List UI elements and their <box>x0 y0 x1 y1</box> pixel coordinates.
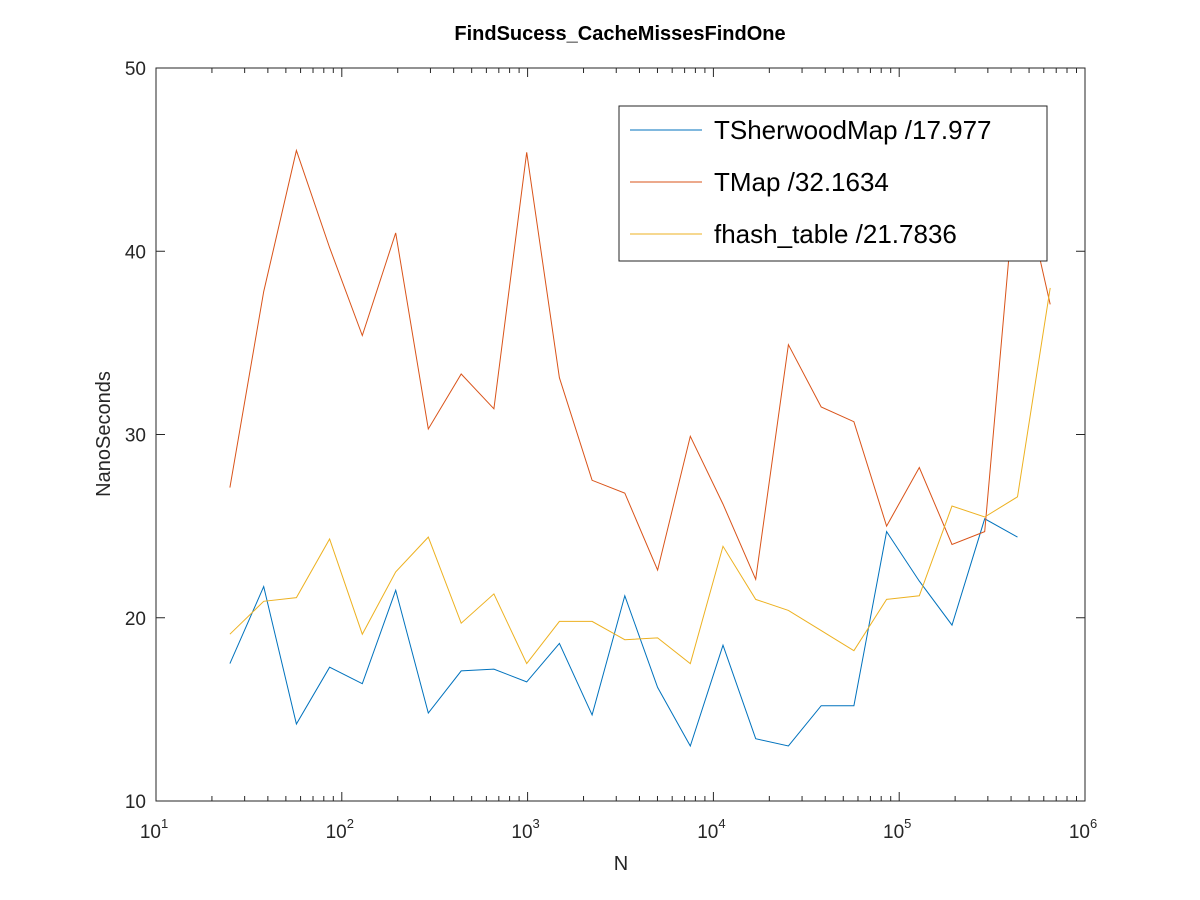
chart-title: FindSucess_CacheMissesFindOne <box>454 23 785 45</box>
legend-label: fhash_table /21.7836 <box>714 219 957 249</box>
y-tick-label: 40 <box>125 242 146 263</box>
x-tick-label: 103 <box>511 816 539 843</box>
y-tick-label: 30 <box>125 426 146 447</box>
legend-label: TMap /32.1634 <box>714 167 889 197</box>
axis-ticks: 10 20 30 40 50 101 102 103 104 105 106 <box>125 59 1097 843</box>
series-lines <box>229 148 1051 748</box>
y-tick-label: 20 <box>125 609 146 630</box>
x-axis-label: N <box>614 853 628 875</box>
x-tick-label: 106 <box>1069 816 1097 843</box>
legend: TSherwoodMap /17.977 TMap /32.1634 fhash_t… <box>618 105 1048 262</box>
x-tick-label: 101 <box>140 816 168 843</box>
series-line-2 <box>229 287 1051 665</box>
y-tick-label: 10 <box>125 792 146 813</box>
series-line-1 <box>229 148 1051 582</box>
y-tick-label: 50 <box>125 59 146 80</box>
x-tick-label: 104 <box>697 816 725 843</box>
legend-label: TSherwoodMap /17.977 <box>714 115 992 145</box>
x-tick-label: 105 <box>883 816 911 843</box>
legend-box <box>618 105 1048 262</box>
x-tick-label: 102 <box>326 816 354 843</box>
y-axis-label: NanoSeconds <box>93 371 115 497</box>
series-line-0 <box>229 518 1018 748</box>
